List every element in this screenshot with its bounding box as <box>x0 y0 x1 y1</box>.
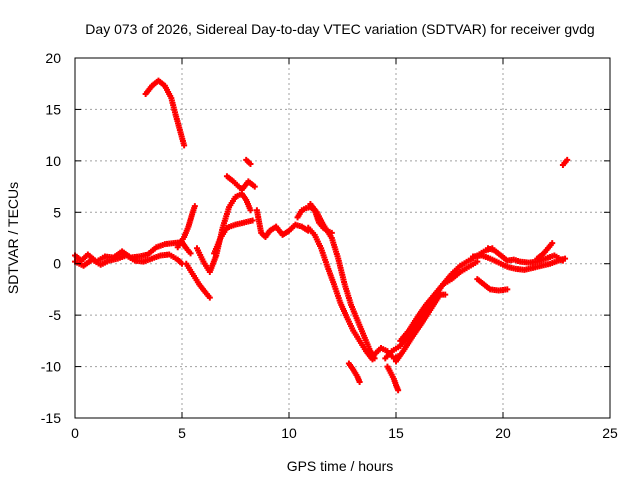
data-point <box>187 250 194 257</box>
y-axis-label: SDTVAR / TECUs <box>5 182 21 294</box>
data-point <box>356 379 363 385</box>
data-point <box>549 240 556 247</box>
y-tick-label: -10 <box>41 359 61 375</box>
data-series <box>470 252 569 273</box>
data-series <box>559 156 571 168</box>
data-series <box>183 260 213 301</box>
data-point <box>191 203 198 210</box>
data-series <box>307 201 378 362</box>
data-series <box>72 251 185 269</box>
data-point <box>474 258 481 265</box>
y-tick-label: 0 <box>53 256 61 272</box>
y-tick-label: -5 <box>49 307 62 323</box>
data-point <box>369 356 376 363</box>
chart-title: Day 073 of 2026, Sidereal Day-to-day VTE… <box>85 21 594 37</box>
x-tick-label: 25 <box>602 425 618 441</box>
data-point <box>564 156 571 163</box>
data-series <box>243 156 254 167</box>
data-series <box>393 293 442 365</box>
data-series <box>253 207 312 240</box>
y-tick-label: 15 <box>45 101 61 117</box>
data-series <box>384 363 402 394</box>
data-series <box>534 240 556 262</box>
y-tick-label: 5 <box>53 204 61 220</box>
data-point <box>206 294 213 301</box>
data-point <box>249 217 256 224</box>
points-layer <box>72 77 571 394</box>
y-tick-labels: -15 -10 -5 0 5 10 15 20 <box>41 50 61 426</box>
data-point <box>251 183 258 190</box>
data-series <box>431 291 449 298</box>
data-series <box>485 245 566 266</box>
x-tick-label: 5 <box>178 425 186 441</box>
x-axis-label: GPS time / hours <box>287 458 394 474</box>
x-tick-label: 10 <box>281 425 297 441</box>
data-series <box>223 173 258 193</box>
y-tick-label: 10 <box>45 153 61 169</box>
x-tick-labels: 0 5 10 15 20 25 <box>71 425 618 441</box>
data-point <box>395 387 402 394</box>
y-tick-label: 20 <box>45 50 61 66</box>
y-tick-label: -15 <box>41 410 61 426</box>
data-series <box>305 224 376 363</box>
data-point <box>442 291 449 298</box>
data-series <box>345 360 363 385</box>
data-series <box>211 217 256 257</box>
data-series <box>142 77 188 149</box>
data-point <box>504 286 511 293</box>
data-point <box>247 207 254 214</box>
plot-border <box>74 57 611 419</box>
x-tick-label: 0 <box>71 425 79 441</box>
data-point <box>247 160 254 167</box>
data-point <box>562 255 569 262</box>
x-tick-label: 15 <box>388 425 404 441</box>
data-series <box>174 203 198 251</box>
data-point <box>181 142 188 149</box>
ticks-layer <box>74 57 611 419</box>
data-series <box>474 276 511 294</box>
x-tick-label: 20 <box>495 425 511 441</box>
